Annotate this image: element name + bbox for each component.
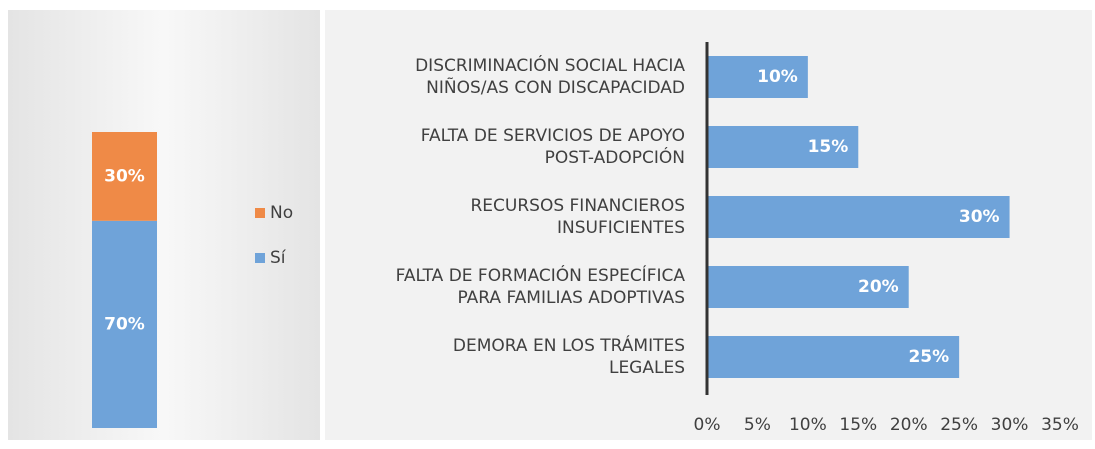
value-label: 10%: [757, 67, 798, 87]
x-tick-label: 10%: [789, 415, 827, 435]
x-tick-label: 0%: [694, 415, 721, 435]
category-label: DISCRIMINACIÓN SOCIAL HACIA NIÑOS/AS CON …: [415, 54, 685, 98]
legend-label: Sí: [270, 248, 287, 268]
x-tick-label: 15%: [839, 415, 877, 435]
value-label: 15%: [808, 137, 849, 157]
x-tick-label: 5%: [744, 415, 771, 435]
value-label: 70%: [104, 314, 145, 334]
x-tick-label: 20%: [890, 415, 928, 435]
category-label: RECURSOS FINANCIEROS INSUFICIENTES: [470, 196, 685, 238]
category-label: FALTA DE FORMACIÓN ESPECÍFICA PARA FAMILI…: [396, 264, 686, 308]
value-label: 30%: [959, 207, 1000, 227]
bar: [707, 266, 909, 308]
bar: [707, 196, 1010, 238]
left-panel: [8, 10, 320, 440]
x-tick-label: 30%: [991, 415, 1029, 435]
value-label: 20%: [858, 277, 899, 297]
value-label: 30%: [104, 166, 145, 186]
bar: [707, 126, 859, 168]
x-tick-label: 25%: [940, 415, 978, 435]
legend-label: No: [270, 203, 293, 223]
bar: [707, 56, 808, 98]
bar-segment: [92, 132, 157, 221]
x-tick-label: 35%: [1041, 415, 1079, 435]
bar: [707, 336, 960, 378]
category-label: FALTA DE SERVICIOS DE APOYO POST-ADOPCIÓN: [421, 126, 685, 168]
value-label: 25%: [908, 347, 949, 367]
legend-swatch: [255, 208, 265, 218]
legend-swatch: [255, 253, 265, 263]
category-label: DEMORA EN LOS TRÁMITES LEGALES: [453, 334, 685, 378]
bar-segment: [92, 220, 157, 428]
